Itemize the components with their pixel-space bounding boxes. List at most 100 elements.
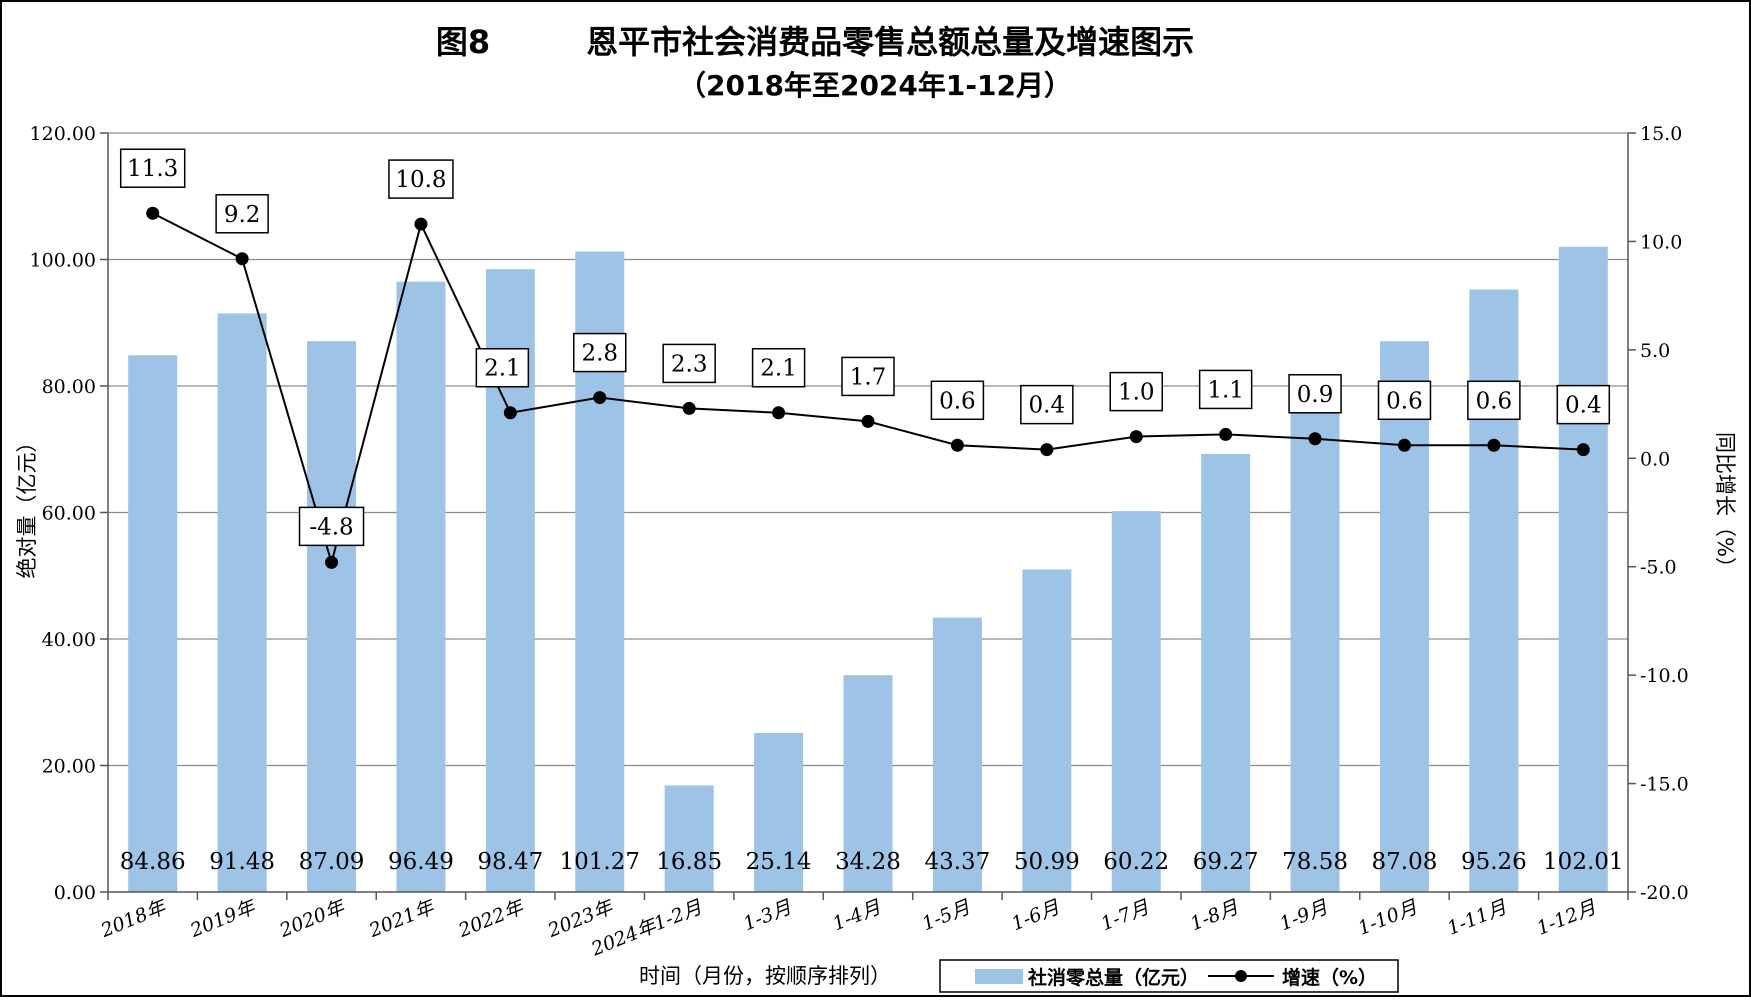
bar: [1022, 569, 1072, 892]
x-axis-title: 时间（月份，按顺序排列）: [639, 964, 891, 988]
bar-value-label: 50.99: [1014, 849, 1080, 875]
legend-bar-swatch: [975, 969, 1023, 984]
line-data-labels: 11.3 9.2 -4.8 10.8 2.1 2.8 2.3 2.1 1.7 0.6 0.4 1.0 1…: [119, 148, 1611, 547]
line-label-box: [1377, 380, 1432, 421]
line-label-group: 0.6: [1377, 380, 1432, 421]
bar: [128, 355, 178, 892]
bar: [1379, 341, 1429, 892]
bar-value-label: 78.58: [1282, 849, 1348, 875]
bar: [217, 313, 267, 892]
chart-subtitle: （2018年至2024年1-12月）: [678, 69, 1072, 102]
y-tick-label: 0.00: [54, 882, 96, 904]
line-value-label: 0.6: [1476, 388, 1513, 414]
y2-tick-label: 10.0: [1640, 231, 1682, 253]
growth-point: [682, 401, 696, 415]
line-value-label: 1.1: [1207, 377, 1244, 403]
growth-point: [235, 252, 249, 266]
legend: 社消零总量（亿元） 增速（%）: [939, 959, 1399, 993]
line-label-group: 0.4: [1020, 384, 1074, 425]
bar: [754, 732, 804, 892]
bar-value-label: 60.22: [1103, 849, 1169, 875]
y-tick-label: 100.00: [30, 250, 96, 272]
line-label-group: -4.8: [298, 506, 365, 547]
line-label-box: [298, 506, 365, 547]
bar-value-label: 91.48: [209, 849, 275, 875]
growth-point: [1308, 432, 1322, 446]
bar-value-label: 43.37: [924, 849, 990, 875]
line-label-box: [1020, 384, 1074, 425]
y2-tick-label: -20.0: [1640, 882, 1689, 904]
line-value-label: 10.8: [395, 167, 446, 193]
line-label-box: [475, 347, 530, 388]
line-label-group: 2.1: [475, 347, 530, 388]
line-label-box: [1198, 369, 1253, 410]
bar-value-label: 25.14: [746, 849, 812, 875]
line-value-label: 0.9: [1297, 382, 1334, 408]
bar: [396, 281, 446, 892]
growth-point: [1576, 443, 1590, 457]
line-label-box: [930, 380, 985, 421]
line-label-group: 1.7: [841, 356, 895, 397]
bar: [1290, 394, 1340, 892]
bar-value-label: 95.26: [1461, 849, 1527, 875]
growth-point: [414, 217, 428, 231]
line-label-box: [119, 148, 186, 188]
growth-point: [772, 406, 786, 420]
line-label-box: [841, 356, 895, 397]
line-label-group: 2.1: [751, 347, 806, 388]
bar-value-label: 98.47: [477, 849, 543, 875]
y2-tick-label: 5.0: [1640, 340, 1670, 362]
line-series: [146, 206, 1590, 569]
bar-value-label: 84.86: [120, 849, 186, 875]
chart-title: 图8 恩平市社会消费品零售总额总量及增速图示: [436, 23, 1194, 61]
bar-value-label: 34.28: [835, 849, 901, 875]
y-tick-label: 60.00: [42, 503, 96, 525]
line-label-group: 0.6: [1467, 380, 1521, 421]
y2-tick-label: -5.0: [1640, 557, 1677, 579]
line-label-box: [388, 159, 454, 199]
y2-tick-label: -10.0: [1640, 665, 1689, 687]
line-label-box: [573, 332, 627, 373]
bar: [307, 341, 357, 892]
bar-value-label: 96.49: [388, 849, 454, 875]
line-value-label: 2.1: [760, 356, 797, 382]
growth-point: [1040, 443, 1054, 457]
growth-point: [1397, 438, 1411, 452]
growth-point: [861, 414, 875, 428]
line-label-box: [1467, 380, 1521, 421]
line-value-label: 2.1: [484, 356, 521, 382]
line-label-group: 0.4: [1556, 384, 1611, 425]
line-label-box: [751, 347, 806, 388]
line-label-box: [662, 343, 716, 384]
line-label-box: [1288, 374, 1342, 414]
line-value-label: 1.7: [850, 364, 887, 390]
bar: [1201, 453, 1251, 892]
line-label-box: [215, 194, 269, 234]
line-value-label: 0.4: [1565, 393, 1602, 419]
line-value-label: 1.0: [1118, 380, 1155, 406]
bar-value-label: 69.27: [1193, 849, 1259, 875]
bar: [843, 675, 893, 892]
growth-point: [1129, 430, 1143, 444]
y2-tick-label: 0.0: [1640, 448, 1670, 470]
y2-axis-ticks: -20.0 -15.0 -10.0 -5.0 0.0 5.0 10.0 15.0: [1628, 123, 1689, 904]
line-value-label: 0.4: [1029, 393, 1066, 419]
line-label-group: 2.8: [573, 332, 627, 373]
bar-value-label: 101.27: [560, 849, 640, 875]
line-value-label: 2.3: [671, 351, 708, 377]
y-tick-label: 20.00: [42, 756, 96, 778]
growth-point: [950, 438, 964, 452]
line-label-box: [1556, 384, 1611, 425]
bar-value-label: 16.85: [656, 849, 722, 875]
bar: [1111, 511, 1161, 892]
legend-line-marker: [1235, 970, 1247, 982]
growth-point: [503, 406, 517, 420]
line-value-label: 2.8: [581, 341, 618, 367]
growth-point: [1219, 427, 1233, 441]
bar-value-label: 102.01: [1543, 849, 1623, 875]
y-tick-label: 80.00: [42, 376, 96, 398]
bar: [1469, 289, 1519, 893]
growth-point: [1487, 438, 1501, 452]
